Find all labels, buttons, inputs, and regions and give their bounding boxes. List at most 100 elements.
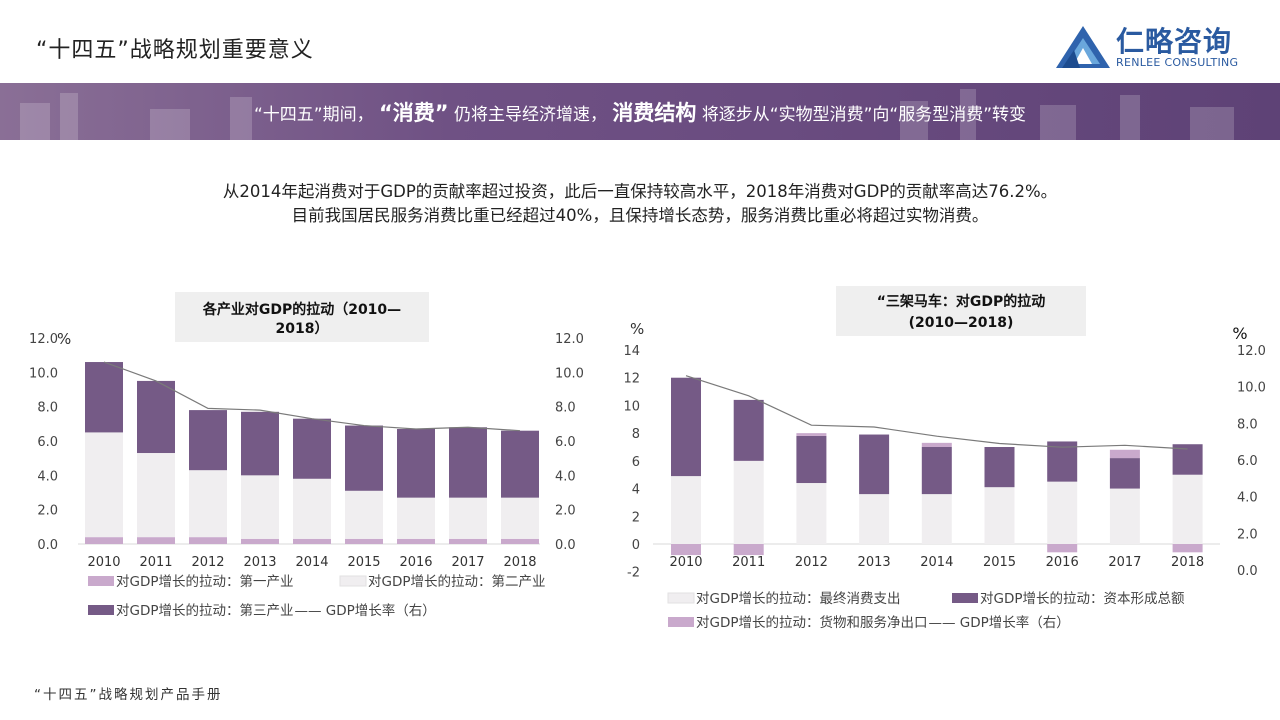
x-tick-label: 2018	[503, 555, 536, 570]
bar-segment	[501, 430, 539, 498]
bar-segment	[1109, 488, 1140, 544]
y-tick-label-right: 2.0	[555, 504, 576, 519]
banner-seg-3: 仍将主导经济增速，	[454, 105, 607, 125]
y-tick-label-left: 6	[632, 455, 640, 470]
legend-swatch	[668, 617, 694, 627]
bar-segment	[1172, 444, 1203, 475]
y-tick-label-left: 2	[632, 510, 640, 525]
bar-segment	[345, 490, 383, 539]
legend-label: 对GDP增长的拉动：第二产业	[368, 573, 546, 590]
legend-label: 对GDP增长的拉动：第一产业	[116, 573, 294, 590]
bar-segment	[189, 537, 227, 544]
banner-highlight-structure: 消费结构	[612, 101, 697, 125]
bar-segment	[241, 475, 279, 539]
bar-segment	[1109, 458, 1140, 489]
bar-segment	[1172, 544, 1203, 553]
y-tick-label-right: 6.0	[1237, 454, 1258, 469]
x-tick-label: 2010	[87, 555, 120, 570]
bar-segment	[984, 447, 1015, 488]
chart-title: “三架马车：对GDP的拉动	[877, 293, 1046, 310]
bar-segment	[293, 538, 331, 544]
gdp-growth-line	[103, 361, 521, 432]
headline-banner: “十四五”期间， “消费” 仍将主导经济增速， 消费结构 将逐步从“实物型消费”…	[0, 83, 1280, 140]
gdp-growth-line	[685, 375, 1188, 450]
x-tick-label: 2017	[451, 555, 484, 570]
bar-segment	[796, 435, 827, 484]
x-tick-label: 2011	[139, 555, 172, 570]
y-tick-label-right: 6.0	[555, 435, 576, 450]
bar-segment	[921, 442, 952, 447]
y-tick-label-left: 0	[632, 538, 640, 553]
bar-segment	[984, 487, 1015, 544]
legend-swatch	[952, 593, 978, 603]
x-tick-label: 2017	[1108, 555, 1141, 570]
bar-segment	[85, 432, 123, 538]
x-tick-label: 2013	[243, 555, 276, 570]
y-tick-label-left: 12.0	[29, 332, 58, 347]
logo-english-name: RENLEE CONSULTING	[1116, 56, 1239, 69]
y-tick-label-right: 0.0	[1237, 564, 1258, 579]
y-axis-unit-left: %	[630, 320, 644, 338]
y-tick-label-right: 4.0	[1237, 491, 1258, 506]
y-tick-label-right: 10.0	[1237, 381, 1266, 396]
y-tick-label-left: 10	[623, 399, 640, 414]
bar-segment	[345, 425, 383, 491]
y-tick-label-right: 2.0	[1237, 527, 1258, 542]
y-tick-label-left: 2.0	[37, 504, 58, 519]
legend-label-line: —— GDP增长率（右）	[295, 602, 436, 619]
y-tick-label-left: 8.0	[37, 401, 58, 416]
legend-label: 对GDP增长的拉动：最终消费支出	[696, 591, 901, 607]
legend-label-line: —— GDP增长率（右）	[929, 614, 1070, 631]
bar-segment	[1047, 441, 1078, 482]
legend-swatch	[667, 592, 695, 604]
bar-segment	[397, 497, 435, 539]
bar-segment	[796, 483, 827, 544]
bar-segment	[671, 544, 701, 556]
bar-segment	[921, 494, 952, 544]
legend-swatch	[88, 576, 114, 586]
logo-name: 仁略咨询	[1116, 25, 1233, 58]
logo-mark-icon	[1056, 26, 1110, 68]
chart-title: 各产业对GDP的拉动（2010—	[202, 301, 401, 318]
y-tick-label-left: -2	[627, 566, 640, 581]
banner-seg-1: “十四五”期间，	[253, 105, 374, 125]
y-tick-label-left: 12	[623, 372, 640, 387]
bar-segment	[1109, 449, 1140, 459]
x-tick-label: 2013	[858, 555, 891, 570]
legend-swatch	[88, 605, 114, 615]
bar-segment	[241, 411, 279, 476]
chart-title: (2010—2018)	[909, 315, 1014, 331]
bar-segment	[449, 427, 487, 498]
y-tick-label-left: 14	[623, 344, 640, 359]
x-tick-label: 2011	[732, 555, 765, 570]
bar-segment	[501, 538, 539, 544]
x-tick-label: 2014	[920, 555, 953, 570]
y-tick-label-right: 4.0	[555, 469, 576, 484]
y-tick-label-right: 8.0	[1237, 417, 1258, 432]
y-tick-label-right: 12.0	[555, 332, 584, 347]
banner-highlight-consumption: “消费”	[378, 101, 449, 125]
y-tick-label-left: 4	[632, 483, 640, 498]
bar-segment	[859, 494, 890, 544]
x-tick-label: 2010	[669, 555, 702, 570]
x-tick-label: 2012	[795, 555, 828, 570]
bar-segment	[397, 428, 435, 498]
y-tick-label-left: 10.0	[29, 366, 58, 381]
bar-segment	[189, 470, 227, 538]
x-tick-label: 2015	[983, 555, 1016, 570]
intro-line-2: 目前我国居民服务消费比重已经超过40%，且保持增长态势，服务消费比重必将超过实物…	[291, 206, 989, 225]
bar-segment	[345, 538, 383, 544]
bar-segment	[137, 453, 175, 538]
bar-segment	[1172, 474, 1203, 544]
y-axis-unit-left: %	[57, 330, 71, 348]
y-tick-label-right: 0.0	[555, 538, 576, 553]
intro-line-1: 从2014年起消费对于GDP的贡献率超过投资，此后一直保持较高水平，2018年消…	[222, 182, 1058, 201]
bar-segment	[137, 537, 175, 544]
bar-segment	[921, 447, 952, 495]
x-tick-label: 2016	[1046, 555, 1079, 570]
y-tick-label-left: 0.0	[37, 538, 58, 553]
y-tick-label-right: 12.0	[1237, 344, 1266, 359]
chart-title-box	[836, 286, 1086, 336]
bar-segment	[733, 460, 764, 544]
